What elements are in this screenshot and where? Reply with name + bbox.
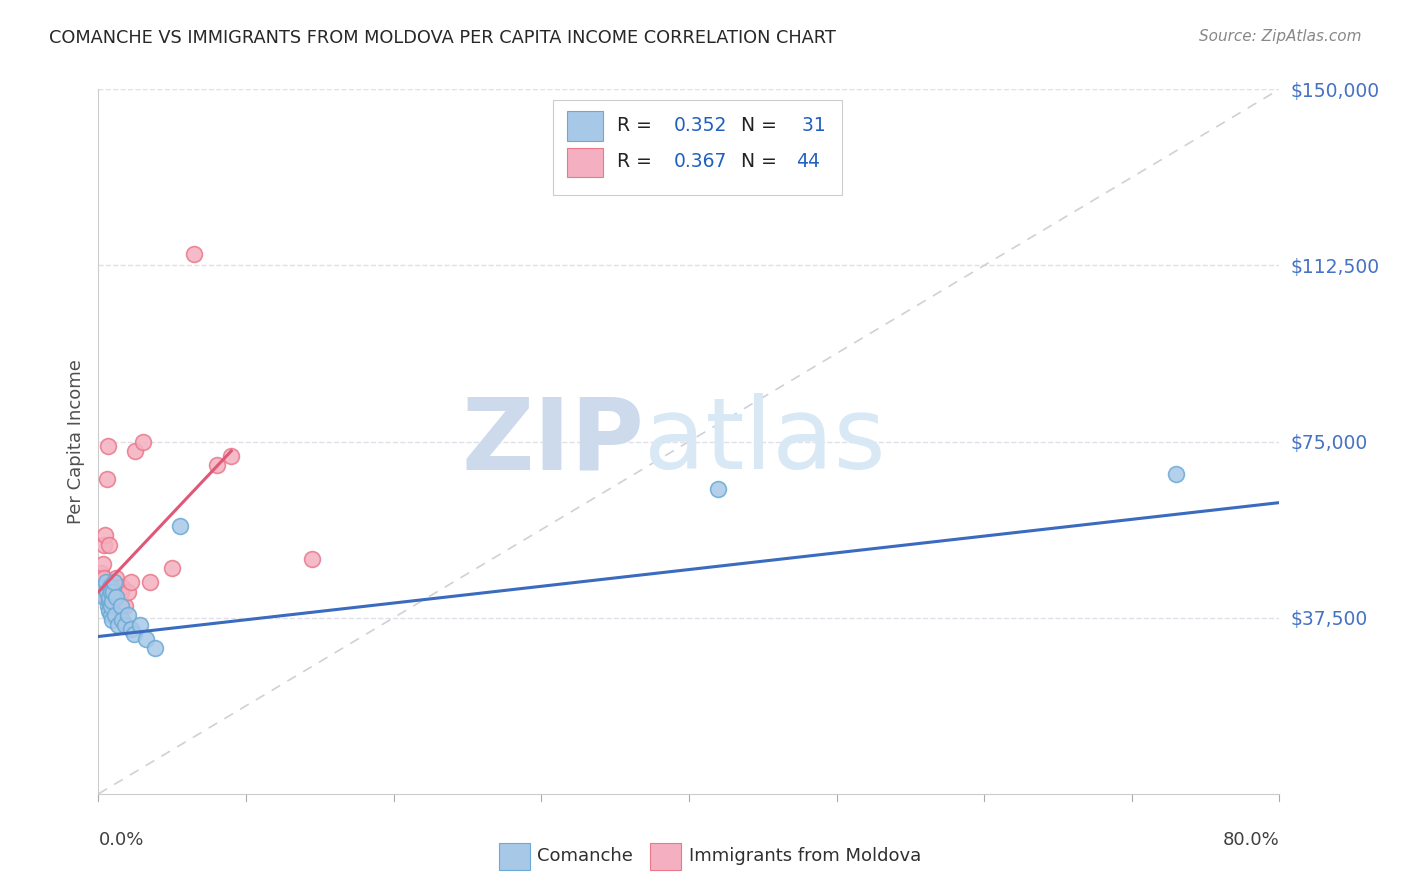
Point — [111, 613, 134, 627]
Point — [120, 623, 142, 637]
Point — [104, 590, 127, 604]
Point — [114, 599, 136, 613]
Text: COMANCHE VS IMMIGRANTS FROM MOLDOVA PER CAPITA INCOME CORRELATION CHART: COMANCHE VS IMMIGRANTS FROM MOLDOVA PER … — [49, 29, 837, 46]
Point — [105, 571, 128, 585]
Text: Comanche: Comanche — [537, 847, 633, 865]
Text: R =: R = — [617, 153, 658, 171]
Point — [114, 617, 136, 632]
Point — [91, 580, 114, 594]
Point — [169, 519, 191, 533]
Point — [128, 617, 150, 632]
Point — [97, 585, 120, 599]
Point — [100, 580, 122, 594]
Point — [94, 585, 117, 599]
Point — [93, 538, 115, 552]
FancyBboxPatch shape — [567, 111, 603, 141]
Point — [96, 585, 118, 599]
Point — [98, 580, 121, 594]
Point — [117, 608, 139, 623]
Point — [98, 580, 121, 594]
Point — [124, 444, 146, 458]
Text: atlas: atlas — [644, 393, 886, 490]
Text: 0.367: 0.367 — [673, 153, 727, 171]
Point — [110, 585, 132, 599]
Point — [97, 599, 120, 613]
Point — [103, 580, 125, 594]
Point — [98, 590, 121, 604]
Y-axis label: Per Capita Income: Per Capita Income — [66, 359, 84, 524]
Point — [100, 590, 122, 604]
Text: N =: N = — [741, 153, 783, 171]
Point — [205, 458, 228, 472]
Text: Source: ZipAtlas.com: Source: ZipAtlas.com — [1198, 29, 1361, 44]
Point — [707, 482, 730, 496]
Point — [101, 594, 124, 608]
Point — [93, 580, 115, 594]
Point — [94, 580, 117, 594]
Point — [96, 590, 118, 604]
Point — [183, 246, 205, 260]
Point — [98, 590, 121, 604]
FancyBboxPatch shape — [553, 100, 842, 194]
Point — [108, 580, 131, 594]
Point — [96, 585, 118, 599]
Point — [111, 580, 134, 594]
Text: 0.352: 0.352 — [673, 116, 727, 135]
Point — [301, 552, 323, 566]
Point — [90, 566, 112, 580]
Point — [100, 599, 122, 613]
Point — [100, 585, 122, 599]
Point — [105, 590, 128, 604]
Point — [104, 608, 127, 623]
Point — [98, 585, 121, 599]
Point — [94, 528, 117, 542]
Point — [221, 449, 243, 463]
Point — [93, 571, 115, 585]
Point — [132, 434, 155, 449]
Point — [101, 590, 124, 604]
Point — [135, 632, 157, 646]
Point — [96, 472, 118, 486]
Text: R =: R = — [617, 116, 658, 135]
Point — [117, 585, 139, 599]
Point — [94, 575, 117, 590]
Text: 80.0%: 80.0% — [1223, 831, 1279, 849]
Point — [94, 590, 117, 604]
Text: ZIP: ZIP — [461, 393, 644, 490]
Point — [93, 590, 115, 604]
Point — [101, 613, 124, 627]
Point — [1166, 467, 1188, 482]
Point — [107, 617, 129, 632]
Point — [100, 580, 122, 594]
Text: N =: N = — [741, 116, 783, 135]
Text: 31: 31 — [796, 116, 827, 135]
Point — [139, 575, 162, 590]
Point — [103, 585, 125, 599]
Point — [100, 608, 122, 623]
Point — [97, 594, 120, 608]
FancyBboxPatch shape — [567, 148, 603, 178]
Point — [162, 561, 183, 575]
Point — [143, 641, 166, 656]
Point — [97, 439, 120, 453]
Point — [103, 585, 125, 599]
Point — [97, 538, 120, 552]
Text: Immigrants from Moldova: Immigrants from Moldova — [689, 847, 921, 865]
Point — [98, 585, 121, 599]
Point — [91, 580, 114, 594]
Point — [103, 575, 125, 590]
Point — [100, 585, 122, 599]
Point — [110, 599, 132, 613]
Point — [97, 580, 120, 594]
Text: 0.0%: 0.0% — [98, 831, 143, 849]
Point — [98, 604, 121, 618]
Point — [122, 627, 145, 641]
Point — [120, 575, 142, 590]
Text: 44: 44 — [796, 153, 821, 171]
Point — [91, 557, 114, 571]
